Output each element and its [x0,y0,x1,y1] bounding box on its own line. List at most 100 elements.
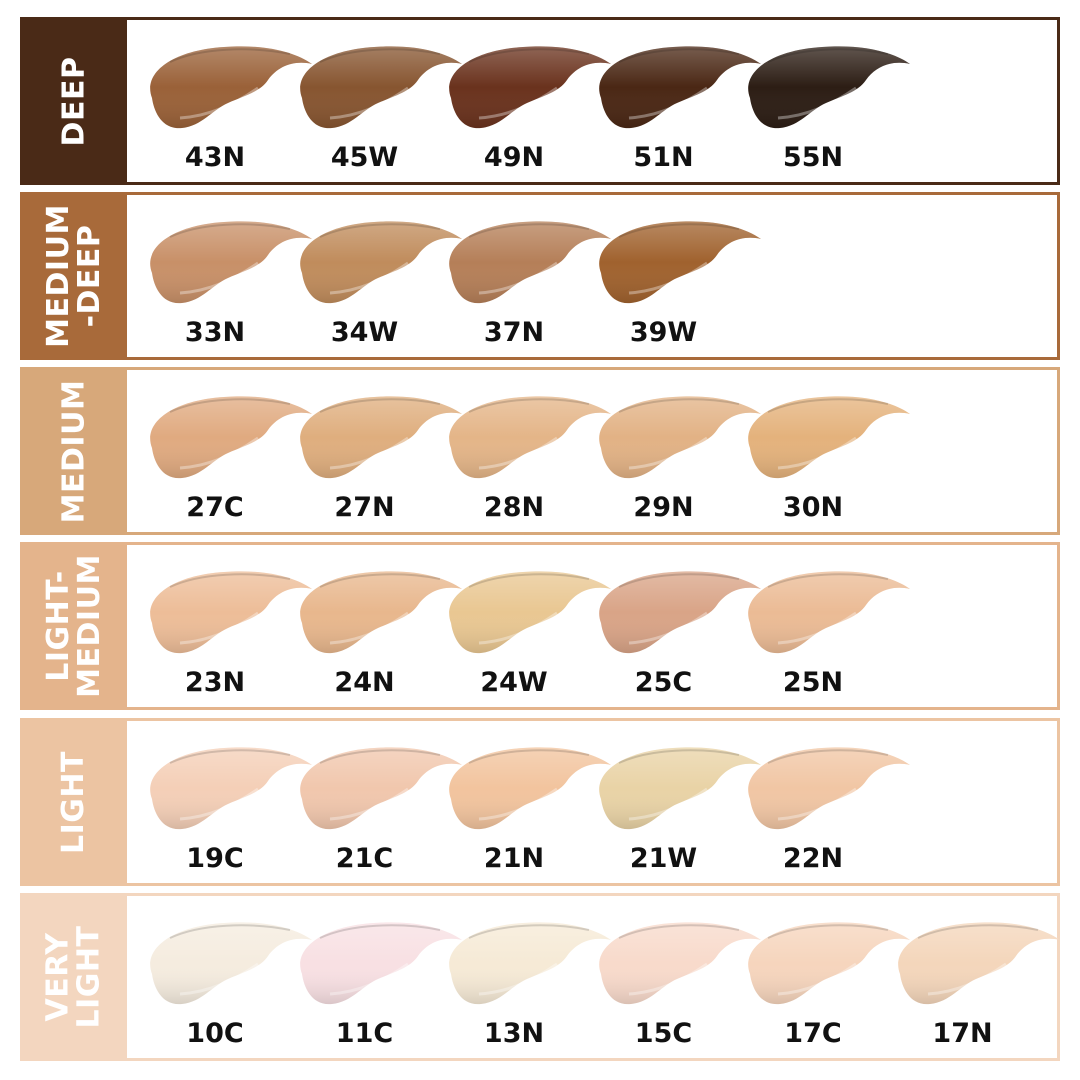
swatch-smear [150,747,312,830]
swatch-smear [449,922,611,1005]
shade-name: 23N [184,667,246,698]
swatch-smear [449,747,611,830]
swatch-smear [299,396,462,479]
shade-name: 34W [330,317,399,348]
shade-swatch[interactable]: 27C [140,388,315,528]
shade-swatch[interactable]: 28N [439,388,614,528]
swatch-smear [598,747,761,830]
shade-group-medium-deep: MEDIUM -DEEP 33N 34W 37N 39W [20,192,1060,360]
shade-name: 28N [483,492,545,523]
shade-swatch[interactable]: 21C [290,739,465,879]
shade-swatch[interactable]: 25C [589,563,764,703]
shade-name: 21W [629,843,698,874]
swatch-smear [897,922,1060,1005]
shade-name: 33N [184,317,246,348]
shade-swatch[interactable]: 37N [439,213,614,353]
group-label-text: MEDIUM -DEEP [40,204,107,348]
swatch-smear [150,221,312,304]
shade-swatch[interactable]: 27N [290,388,465,528]
group-label: MEDIUM -DEEP [20,192,127,360]
shade-name: 27N [334,492,395,523]
shade-name: 39W [629,317,698,348]
swatch-smear [598,396,761,479]
shade-swatch[interactable]: 21N [439,739,614,879]
shade-name: 13N [483,1018,545,1049]
shade-swatch[interactable]: 13N [439,914,614,1054]
shade-swatch[interactable]: 17C [738,914,913,1054]
group-label-text: MEDIUM [56,379,91,523]
group-label: LIGHT [20,718,127,886]
swatch-smear [150,396,312,479]
shade-swatch[interactable]: 33N [140,213,315,353]
shade-swatch[interactable]: 11C [290,914,465,1054]
shade-name: 43N [184,142,246,173]
shade-name: 25C [634,667,693,698]
shade-name: 25N [782,667,844,698]
swatch-smear [748,396,910,479]
shade-swatch[interactable]: 30N [738,388,913,528]
swatch-smear [150,571,312,654]
shade-name: 49N [483,142,545,173]
swatch-smear [299,46,462,129]
group-label-text: LIGHT [55,750,91,854]
shade-name: 24W [480,667,548,698]
shade-swatch[interactable]: 45W [290,38,465,178]
shade-name: 29N [633,492,694,523]
shade-swatch[interactable]: 19C [140,739,315,879]
swatch-smear [598,46,761,129]
shade-swatch[interactable]: 39W [589,213,764,353]
shade-group-very-light: VERY LIGHT 10C 11C 13N 15C 17C 17N [20,893,1060,1061]
shade-name: 11C [335,1018,394,1049]
swatch-smear [449,571,611,654]
shade-group-medium: MEDIUM 27C 27N 28N 29N 30N [20,367,1060,535]
swatch-smear [748,571,910,654]
shade-name: 24N [334,667,395,698]
shade-name: 17C [784,1018,842,1049]
shade-swatch[interactable]: 34W [290,213,465,353]
shade-name: 21N [483,843,545,874]
swatch-smear [150,922,312,1005]
shade-swatch[interactable]: 22N [738,739,913,879]
shade-swatch[interactable]: 24N [290,563,465,703]
group-label: LIGHT- MEDIUM [20,542,127,710]
shade-swatch[interactable]: 10C [140,914,315,1054]
shade-swatch[interactable]: 15C [589,914,764,1054]
shade-name: 19C [186,843,244,874]
swatch-smear [449,396,611,479]
swatch-smear [598,221,761,304]
group-label-text: DEEP [55,56,91,146]
swatch-smear [150,46,312,129]
shade-swatch[interactable]: 23N [140,563,315,703]
shade-swatch[interactable]: 21W [589,739,764,879]
group-label-text: LIGHT- MEDIUM [40,554,107,698]
shade-swatch[interactable]: 51N [589,38,764,178]
shade-swatch[interactable]: 43N [140,38,315,178]
shade-swatch[interactable]: 49N [439,38,614,178]
swatch-smear [299,747,462,830]
shade-swatch[interactable]: 17N [888,914,1063,1054]
swatch-smear [449,46,611,129]
shade-name: 45W [330,142,399,173]
shade-swatch[interactable]: 29N [589,388,764,528]
group-label: MEDIUM [20,367,127,535]
shade-swatch[interactable]: 24W [439,563,614,703]
swatch-smear [299,221,462,304]
shade-name: 55N [782,142,844,173]
group-label: VERY LIGHT [20,893,127,1061]
shade-name: 30N [782,492,844,523]
shade-group-light-medium: LIGHT- MEDIUM 23N 24N 24W 25C 25N [20,542,1060,710]
swatch-smear [598,922,761,1005]
shade-name: 22N [782,843,844,874]
shade-group-deep: DEEP 43N 45W 49N 51N 55N [20,17,1060,185]
group-label-text: VERY LIGHT [40,925,107,1029]
shade-swatch[interactable]: 25N [738,563,913,703]
swatch-smear [748,46,910,129]
shade-group-light: LIGHT 19C 21C 21N 21W 22N [20,718,1060,886]
shade-name: 51N [633,142,694,173]
shade-swatch[interactable]: 55N [738,38,913,178]
shade-name: 10C [186,1018,244,1049]
swatch-smear [748,922,910,1005]
swatch-smear [299,922,462,1005]
swatch-smear [449,221,611,304]
shade-name: 17N [932,1018,993,1049]
